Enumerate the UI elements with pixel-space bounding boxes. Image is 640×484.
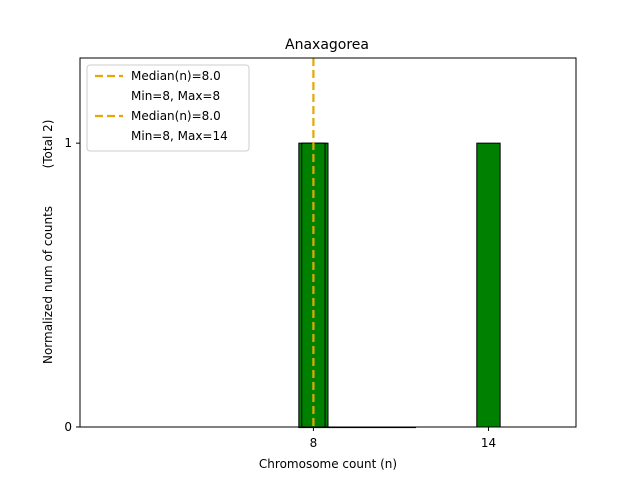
bars-group xyxy=(298,142,501,429)
y-tick-label: 1 xyxy=(64,136,72,150)
x-axis-ticks: 8 14 xyxy=(310,427,496,450)
y-axis-ticks: 01 xyxy=(64,136,80,434)
y-tick-label: 0 xyxy=(64,420,72,434)
x-axis-label: Chromosome count (n) xyxy=(259,457,397,471)
legend-frame xyxy=(86,64,250,152)
legend-entry-label: Min=8, Max=14 xyxy=(131,129,228,143)
legend-entry-label: Median(n)=8.0 xyxy=(131,109,221,123)
chart-title: Anaxagorea xyxy=(285,37,369,53)
x-tick-label: 8 xyxy=(310,436,318,450)
y-axis-label: Normalized num of counts xyxy=(41,206,55,364)
legend-entry-label: Min=8, Max=8 xyxy=(131,89,220,103)
y-axis-total-label: (Total 2) xyxy=(41,120,55,169)
legend-entry-label: Median(n)=8.0 xyxy=(131,69,221,83)
plot-frame xyxy=(79,57,577,428)
bar-series2-2 xyxy=(476,142,501,428)
legend: Median(n)=8.0 Min=8, Max=8 Median(n)=8.0 Mi… xyxy=(86,64,250,152)
x-tick-label: 14 xyxy=(481,436,496,450)
